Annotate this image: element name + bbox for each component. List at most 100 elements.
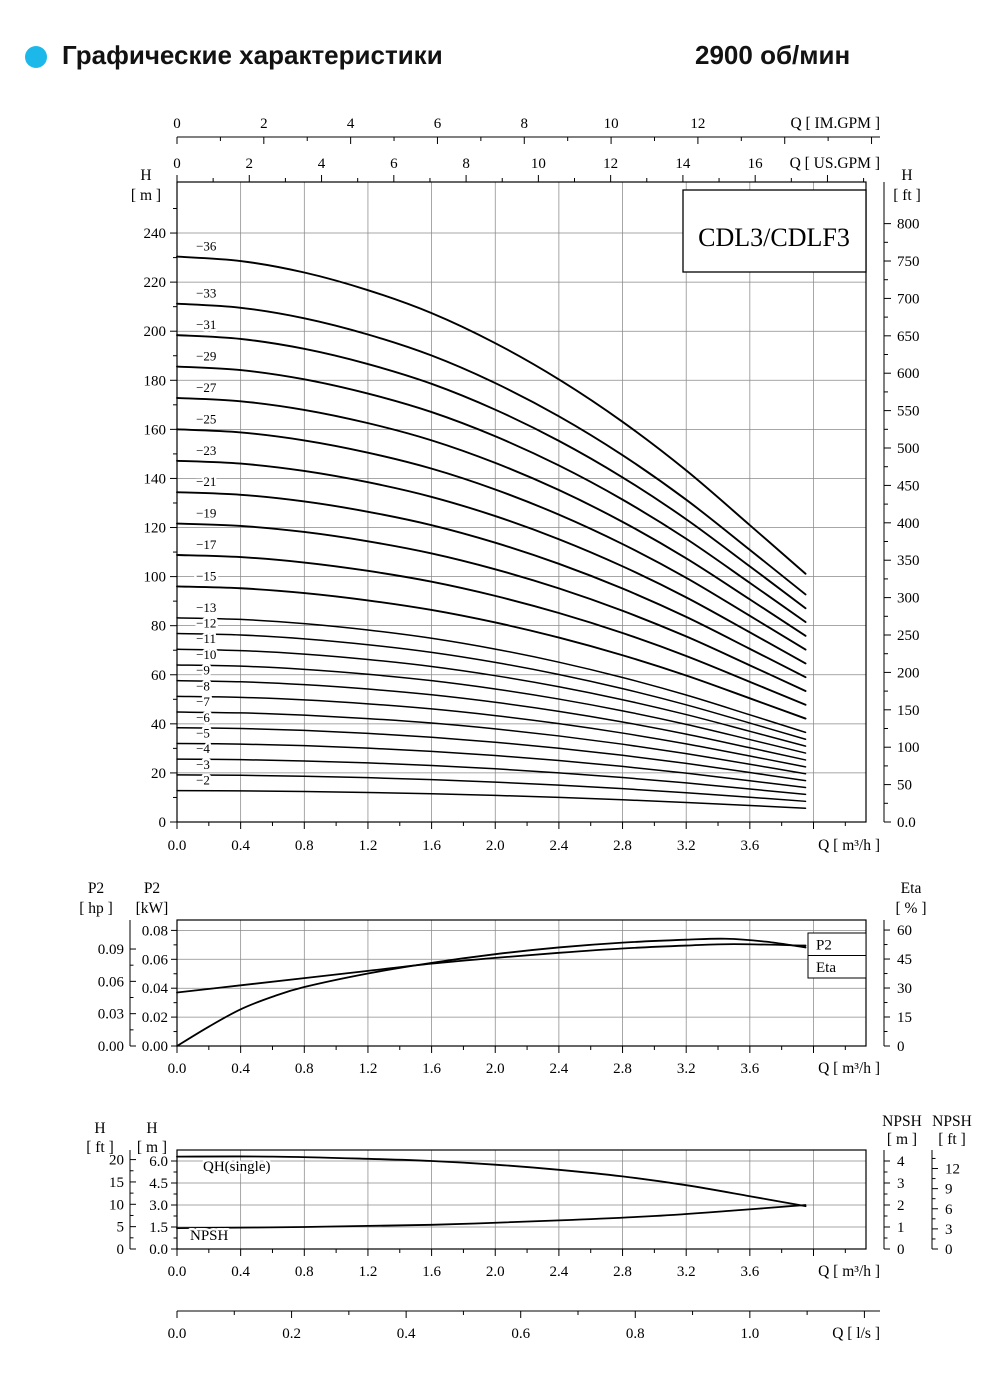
x-tick-label: 1.6 [422, 1061, 441, 1077]
pump-speed-label: 2900 об/мин [695, 40, 851, 70]
eta-tick-label: 0 [897, 1039, 905, 1055]
curve-label: −8 [196, 678, 210, 693]
hp-tick-label: 0.00 [98, 1039, 124, 1055]
ft-tick-label: 500 [897, 441, 920, 457]
x-tick-label: 0.8 [295, 1264, 314, 1280]
npshft-tick-label: 9 [945, 1182, 953, 1198]
us-gpm-tick-label: 14 [675, 156, 691, 172]
y-tick-label: 60 [151, 668, 166, 684]
im-gpm-tick-label: 10 [604, 116, 619, 132]
plot-border [176, 919, 867, 1047]
y-tick-label: 40 [151, 717, 166, 733]
power-axes: 0.0 0.4 0.8 1.2 1.6 2.0 2.4 2.8 3.2 3.6 Q [ m³/h ]… [79, 880, 926, 1077]
curve-label: −23 [196, 443, 216, 458]
curve-label: −25 [196, 411, 216, 426]
x-tick-label: 0.8 [295, 1061, 314, 1077]
x-tick-label: 3.6 [740, 838, 759, 854]
x-tick-label: 1.2 [359, 838, 378, 854]
ft-tick-label: 100 [897, 740, 920, 756]
im-gpm-tick-label: 8 [521, 116, 529, 132]
power-series [176, 937, 807, 1047]
y-tick-label: 20 [151, 766, 166, 782]
curve-label: −10 [196, 647, 216, 662]
x-tick-label: 2.8 [613, 1264, 632, 1280]
us-gpm-tick-label: 16 [748, 156, 764, 172]
series-P2 [176, 943, 807, 994]
npsh-series: QH(single) NPSH [176, 1155, 807, 1247]
eta-axis-unit: [ % ] [896, 900, 927, 917]
curve-2-stages [176, 789, 807, 809]
curve-label: −5 [196, 725, 210, 740]
npshft-tick-label: 3 [945, 1222, 953, 1238]
curve-label: −13 [196, 600, 216, 615]
us-gpm-tick-label: 6 [390, 156, 398, 172]
x-tick-label: 2.4 [550, 1264, 569, 1280]
curve-label: −2 [196, 773, 210, 788]
x-tick-label: 2.0 [486, 838, 505, 854]
y-tick-label: 120 [144, 521, 167, 537]
im-gpm-tick-label: 6 [434, 116, 442, 132]
hp-axis-unit: [ hp ] [79, 900, 113, 917]
ft-tick-label: 550 [897, 404, 920, 420]
curve-label: −29 [196, 349, 216, 364]
x-tick-label: 2.4 [550, 1061, 569, 1077]
y-tick-label: 160 [144, 422, 167, 438]
hft-tick-label: 0 [117, 1242, 125, 1258]
x-tick-label: 1.2 [359, 1061, 378, 1077]
x-tick-label: 0.0 [168, 838, 187, 854]
curve-label: −19 [196, 506, 216, 521]
x-tick-label: 3.2 [677, 838, 696, 854]
x-tick-label: 1.6 [422, 1264, 441, 1280]
ft-tick-label: 650 [897, 329, 920, 345]
npshft-tick-label: 12 [945, 1162, 960, 1178]
curve-label: −33 [196, 286, 216, 301]
hft-tick-label: 5 [117, 1220, 125, 1236]
us-gpm-tick-label: 8 [462, 156, 470, 172]
x-tick-label: 0.4 [231, 1264, 250, 1280]
curve-label: −27 [196, 380, 217, 395]
x-tick-label: 3.2 [677, 1061, 696, 1077]
us-gpm-tick-label: 2 [246, 156, 254, 172]
curve-label: −9 [196, 663, 210, 678]
y-tick-label: 0 [159, 815, 167, 831]
x-axis-unit-label: Q [ m³/h ] [818, 837, 880, 854]
y-tick-label: 200 [144, 324, 167, 340]
ls-tick-label: 0.8 [626, 1326, 645, 1342]
ls-axis-label: Q [ l/s ] [832, 1325, 880, 1342]
curve-11-stages [176, 648, 807, 747]
npshft-axis-name: NPSH [932, 1113, 972, 1130]
x-tick-label: 1.6 [422, 838, 441, 854]
x-tick-label: 3.2 [677, 1264, 696, 1280]
ls-tick-label: 0.2 [282, 1326, 301, 1342]
m-tick-label: 3.0 [149, 1198, 168, 1214]
curve-label: −4 [196, 741, 210, 756]
curve-17-stages [176, 554, 807, 706]
plot-border [176, 1149, 867, 1250]
x-tick-label: 2.8 [613, 838, 632, 854]
npshm-tick-label: 2 [897, 1198, 905, 1214]
curve-21-stages [176, 491, 807, 679]
x-axis-unit-label: Q [ m³/h ] [818, 1263, 880, 1280]
y-tick-label: 240 [144, 226, 167, 242]
curve-29-stages [176, 365, 807, 623]
im-gpm-tick-label: 2 [260, 116, 268, 132]
npsh-grid [177, 1150, 866, 1249]
series-Eta [176, 937, 807, 1047]
curve-8-stages [176, 695, 807, 768]
curve-6-stages [176, 727, 807, 782]
x-tick-label: 3.6 [740, 1061, 759, 1077]
ls-tick-label: 0.0 [168, 1326, 187, 1342]
hft-tick-label: 10 [109, 1197, 124, 1213]
curve-7-stages [176, 711, 807, 775]
curve-label: −17 [196, 537, 217, 552]
curve-label: −15 [196, 568, 216, 583]
y-axis-name: H [140, 167, 151, 184]
curve-27-stages [176, 397, 807, 637]
eta-tick-label: 30 [897, 981, 912, 997]
ft-tick-label: 800 [897, 217, 920, 233]
curve-label: −3 [196, 757, 210, 772]
eta-tick-label: 45 [897, 952, 912, 968]
curve-12-stages [176, 632, 807, 741]
curve-9-stages [176, 679, 807, 761]
kw-tick-label: 0.04 [142, 981, 169, 997]
